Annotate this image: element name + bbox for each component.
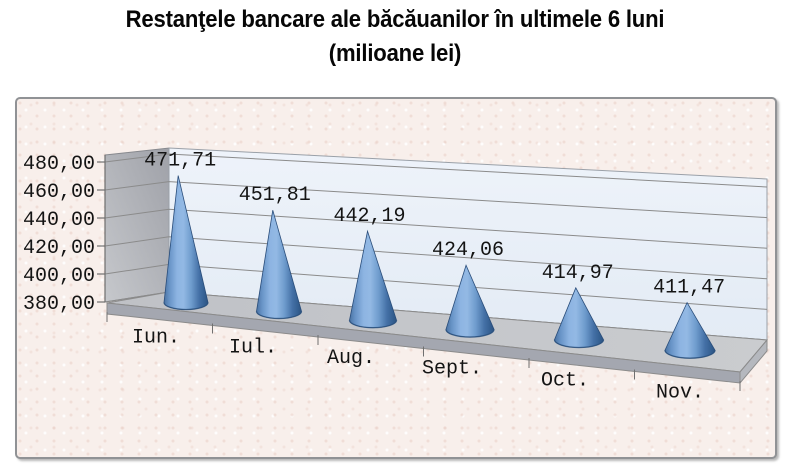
category-label: Sept. — [422, 358, 482, 381]
category-label: Oct. — [541, 369, 589, 392]
chart-title-line2: (milioane lei) — [328, 40, 462, 67]
cone-base-rim — [163, 302, 209, 311]
cone-base-rim — [255, 311, 303, 320]
chart-title: Restanţele bancare ale băcăuanilor în ul… — [32, 3, 759, 71]
plot-panel: 480,00 460,00 440,00 420,00 400,00 380,00 471,… — [15, 97, 777, 459]
y-axis-label: 480,00 — [23, 153, 95, 176]
data-label: 424,06 — [432, 239, 504, 262]
cone-base-rim — [445, 329, 495, 338]
gridline — [104, 236, 768, 280]
gridline — [104, 181, 768, 219]
floor-right-cap — [739, 338, 768, 385]
data-label: 414,97 — [542, 262, 614, 285]
gridline — [104, 208, 768, 249]
y-axis-label: 400,00 — [23, 265, 95, 288]
y-axis-label: 460,00 — [23, 181, 95, 204]
category-label: Iun. — [132, 327, 180, 350]
gridline — [104, 153, 768, 188]
chart-title-line1: Restanţele bancare ale băcăuanilor în ul… — [125, 6, 665, 33]
y-axis-label: 420,00 — [23, 237, 95, 260]
category-label: Nov. — [656, 382, 704, 405]
y-axis-label: 440,00 — [23, 209, 95, 232]
cone-base-rim — [348, 320, 398, 329]
category-label: Aug. — [327, 347, 375, 370]
chart-canvas: 480,00 460,00 440,00 420,00 400,00 380,00 471,… — [23, 147, 769, 405]
data-label: 451,81 — [239, 184, 311, 207]
y-axis-label: 380,00 — [23, 293, 95, 316]
data-label: 411,47 — [653, 277, 725, 300]
data-label: 442,19 — [334, 205, 406, 228]
cone-base-rim — [553, 339, 605, 349]
data-label: 471,71 — [144, 150, 216, 173]
cone-base-rim — [664, 350, 716, 359]
category-label: Iul. — [229, 337, 277, 360]
